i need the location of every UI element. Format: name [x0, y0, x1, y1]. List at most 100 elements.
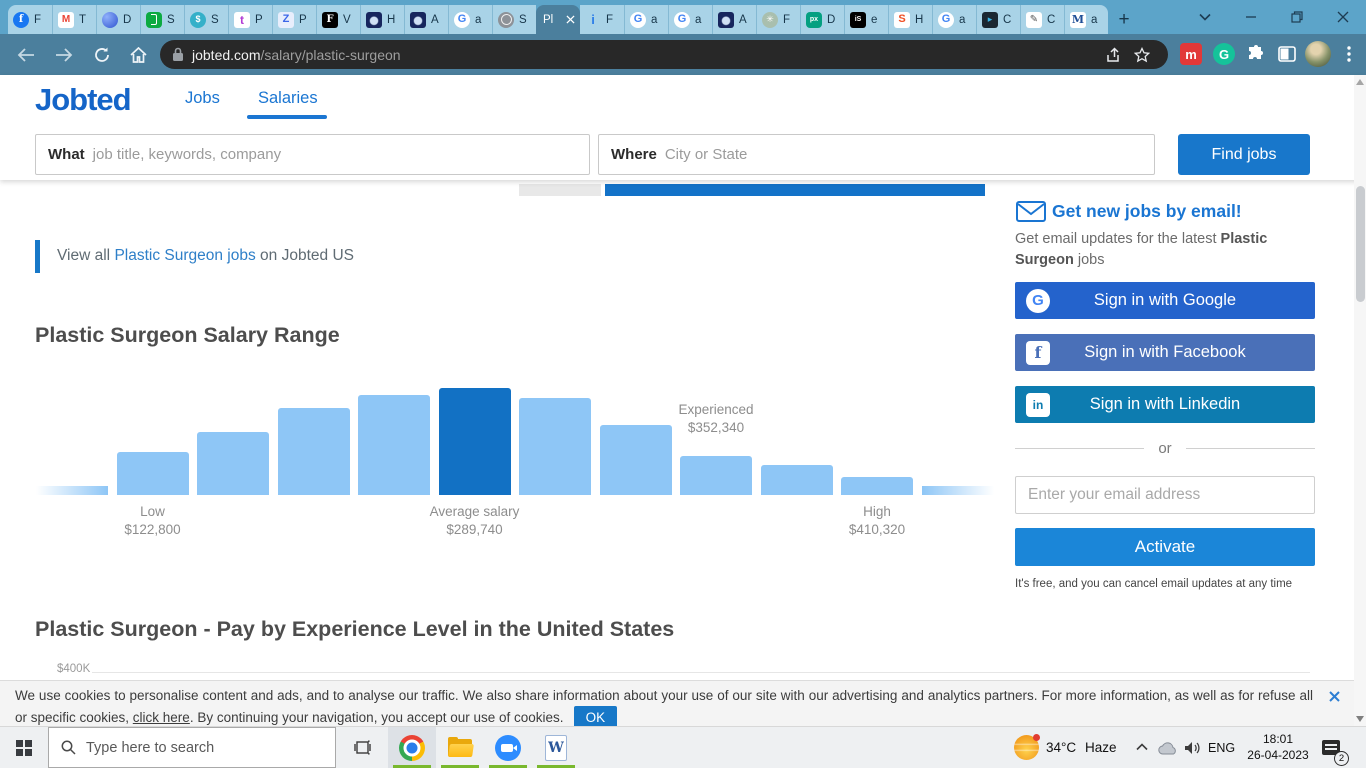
browser-menu-icon[interactable]: [1338, 43, 1360, 65]
what-input[interactable]: What job title, keywords, company: [35, 134, 590, 175]
browser-tab[interactable]: P: [228, 5, 272, 34]
grammarly-extension-icon[interactable]: [1213, 43, 1235, 65]
salary-bar-0: [36, 486, 108, 495]
jobted-logo[interactable]: Jobted: [35, 82, 132, 117]
browser-tab[interactable]: a: [668, 5, 712, 34]
speaker-icon[interactable]: [1184, 741, 1201, 755]
google-icon: [1026, 288, 1050, 313]
activate-button[interactable]: Activate: [1015, 528, 1315, 566]
tab-title: C: [1003, 13, 1012, 26]
window-minimize-button[interactable]: [1228, 0, 1274, 34]
browser-tab[interactable]: A: [404, 5, 448, 34]
email-input[interactable]: [1015, 476, 1315, 514]
or-divider: or: [1015, 440, 1315, 457]
browser-tab[interactable]: H: [888, 5, 932, 34]
sign-in-google-button[interactable]: Sign in with Google: [1015, 282, 1315, 319]
lock-icon[interactable]: [172, 47, 184, 62]
tray-condition[interactable]: Haze: [1085, 740, 1117, 755]
ziprecruiter-icon: [278, 11, 294, 28]
taskbar-clock[interactable]: 18:01 26-04-2023: [1244, 731, 1312, 763]
email-disclaimer: It's free, and you can cancel email upda…: [1015, 578, 1293, 590]
scroll-down-icon[interactable]: [1356, 716, 1364, 722]
browser-tab[interactable]: C: [1020, 5, 1064, 34]
browser-tab[interactable]: T: [52, 5, 96, 34]
browser-tab[interactable]: P: [272, 5, 316, 34]
weather-icon[interactable]: [1014, 734, 1040, 760]
y-axis-tick-400k: $400K: [57, 663, 91, 675]
onedrive-cloud-icon[interactable]: [1158, 742, 1178, 755]
tab-title: A: [739, 13, 747, 26]
taskbar-zoom-button[interactable]: [484, 727, 532, 768]
nav-jobs[interactable]: Jobs: [185, 89, 220, 107]
taskbar-chrome-button[interactable]: [388, 727, 436, 768]
browser-tab[interactable]: D: [800, 5, 844, 34]
shutterstock-icon: [894, 11, 910, 28]
browser-tab[interactable]: e: [844, 5, 888, 34]
email-icon: [1016, 201, 1046, 222]
notification-center-icon[interactable]: [1322, 740, 1340, 755]
window-restore-button[interactable]: [1274, 0, 1320, 34]
profile-avatar[interactable]: [1305, 41, 1331, 67]
taskbar-file-explorer-button[interactable]: [436, 727, 484, 768]
back-button[interactable]: [12, 41, 40, 69]
browser-tab-active[interactable]: Pl: [536, 5, 580, 34]
salary-bar-9: [760, 465, 833, 495]
browser-tab[interactable]: F: [8, 5, 52, 34]
tab-title: F: [783, 13, 791, 26]
tab-search-button[interactable]: [1182, 0, 1228, 34]
share-icon[interactable]: [1100, 41, 1128, 69]
browser-tab[interactable]: F: [580, 5, 624, 34]
browser-tab[interactable]: a: [932, 5, 976, 34]
nav-salaries[interactable]: Salaries: [258, 89, 318, 107]
browser-tab[interactable]: S: [140, 5, 184, 34]
taskbar-word-button[interactable]: [532, 727, 580, 768]
scrollbar-thumb[interactable]: [1355, 186, 1365, 302]
monster-extension-icon[interactable]: [1180, 43, 1202, 65]
tray-language[interactable]: ENG: [1208, 741, 1236, 755]
bookmark-star-icon[interactable]: [1128, 41, 1156, 69]
tray-chevron-icon[interactable]: [1136, 743, 1148, 751]
browser-tab[interactable]: S: [184, 5, 228, 34]
browser-tab[interactable]: V: [316, 5, 360, 34]
notification-count-badge[interactable]: 2: [1334, 751, 1349, 766]
forward-button[interactable]: [50, 41, 78, 69]
scroll-up-icon[interactable]: [1356, 79, 1364, 85]
taskbar-search-input[interactable]: Type here to search: [48, 727, 336, 768]
browser-tab-strip: F T D S S P P V H Aa S Pl Fa a A F De Ha C Ca: [0, 0, 1366, 34]
home-button[interactable]: [124, 41, 152, 69]
browser-tab[interactable]: a: [1064, 5, 1108, 34]
refresh-button[interactable]: [88, 41, 116, 69]
browser-tab[interactable]: A: [712, 5, 756, 34]
lungs-icon: [366, 11, 382, 28]
plastic-surgeon-jobs-link[interactable]: Plastic Surgeon jobs: [114, 247, 256, 264]
task-view-button[interactable]: [344, 727, 380, 768]
extensions-puzzle-icon[interactable]: [1245, 43, 1267, 65]
salary-bar-6: [519, 398, 591, 495]
new-tab-button[interactable]: [1112, 7, 1136, 31]
browser-tab[interactable]: S: [492, 5, 536, 34]
find-jobs-button[interactable]: Find jobs: [1178, 134, 1310, 175]
page-scrollbar[interactable]: [1354, 75, 1366, 726]
browser-tab[interactable]: D: [96, 5, 140, 34]
chrome-icon: [399, 734, 425, 761]
sign-in-facebook-button[interactable]: Sign in with Facebook: [1015, 334, 1315, 371]
where-input[interactable]: Where City or State: [598, 134, 1155, 175]
side-panel-icon[interactable]: [1276, 43, 1298, 65]
cookie-close-icon[interactable]: [1326, 688, 1342, 704]
browser-tab[interactable]: a: [448, 5, 492, 34]
browser-tab[interactable]: F: [756, 5, 800, 34]
sign-in-linkedin-button[interactable]: Sign in with Linkedin: [1015, 386, 1315, 423]
tray-temperature[interactable]: 34°C: [1046, 740, 1077, 755]
ok-button[interactable]: OK: [573, 706, 618, 729]
tab-title: V: [343, 13, 351, 26]
address-bar[interactable]: jobted.com/salary/plastic-surgeon: [160, 40, 1168, 69]
windows-start-button[interactable]: [0, 727, 48, 768]
browser-tab[interactable]: a: [624, 5, 668, 34]
window-close-button[interactable]: [1320, 0, 1366, 34]
click-here-link[interactable]: click here: [132, 710, 190, 725]
browser-tab[interactable]: H: [360, 5, 404, 34]
tab-title: P: [299, 13, 307, 26]
salary-bar-2: [197, 432, 269, 495]
browser-tab[interactable]: C: [976, 5, 1020, 34]
tab-close-icon[interactable]: [566, 15, 575, 24]
